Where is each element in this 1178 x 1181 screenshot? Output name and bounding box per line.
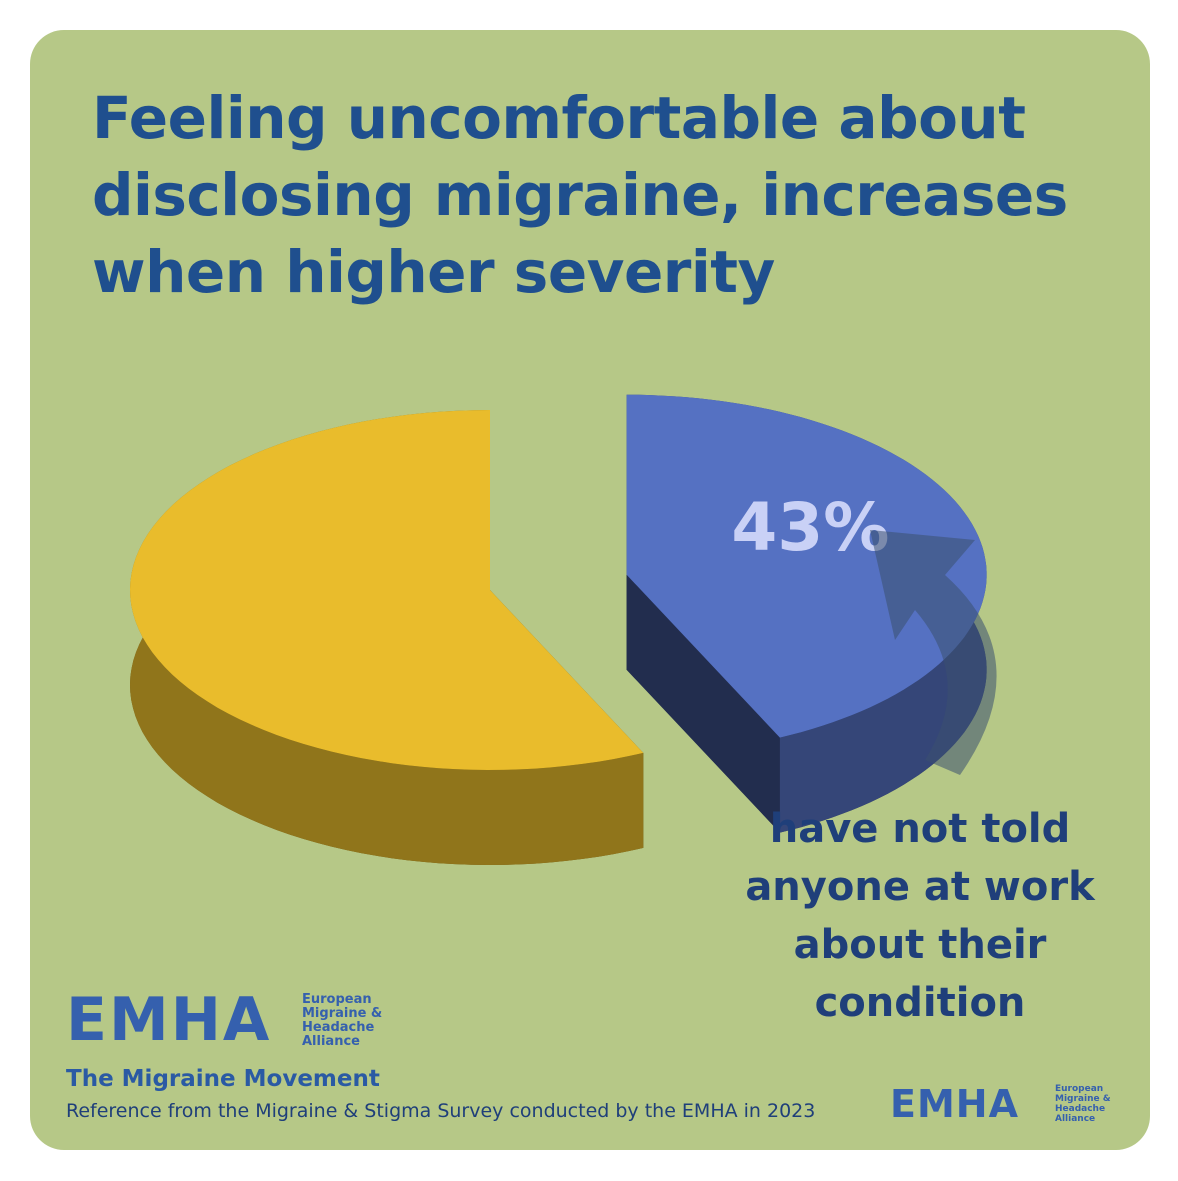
logo: EMHA	[890, 1082, 1019, 1126]
tagline: The Migraine Movement	[66, 1066, 380, 1092]
slice-wall	[626, 574, 780, 833]
logo-text: European Migraine & Headache Alliance	[302, 992, 383, 1049]
logo-text: European Migraine & Headache Alliance	[1055, 1084, 1111, 1124]
slice-top	[130, 410, 644, 770]
logo: EMHA	[66, 985, 272, 1055]
annotation: have not told anyone at work about their…	[745, 806, 1095, 1026]
slice-top	[626, 394, 987, 738]
value-label: 43%	[731, 489, 889, 566]
arrow	[870, 530, 997, 775]
reference: Reference from the Migraine & Stigma Sur…	[66, 1100, 816, 1122]
chart-title: Feeling uncomfortable about disclosing m…	[92, 84, 1068, 306]
